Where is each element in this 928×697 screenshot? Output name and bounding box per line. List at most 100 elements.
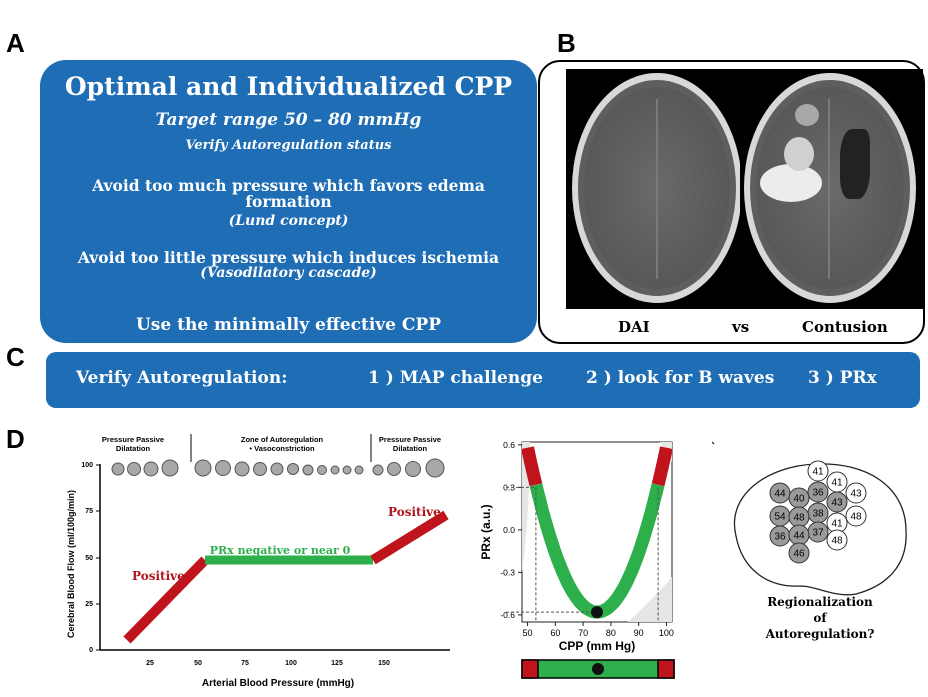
verify-autoregulation-bar: Verify Autoregulation: 1 ) MAP challenge… [46,352,920,408]
brain-region-value: 36 [774,532,786,543]
prx-curve-red-low [521,446,543,487]
prx-ytick-label: 0.6 [503,440,515,450]
brain-region-circle [826,529,848,551]
positive-high-label: Positive [388,505,441,519]
vessel-diameter-circles [111,458,445,478]
prx-ytick-label: 0.0 [503,525,515,535]
brain-region-value: 40 [793,494,805,505]
lund-concept: (Lund concept) [228,213,349,229]
prx-curve-red-high [651,446,673,487]
zone-right-line1: Pressure Passive [379,435,441,444]
brain-region-value: 48 [850,512,862,523]
prx-y-axis-label: PRx (a.u.) [479,504,493,559]
d1-ytick-25: 25 [85,601,93,608]
brain-region-value: 48 [793,513,805,524]
zone-mid-line2: • Vasoconstriction [249,444,315,453]
zone-right-line2: Dilatation [393,444,428,453]
prx-ytick-label: -0.3 [500,567,515,577]
method-prx: 3 ) PRx [808,368,877,388]
d1-xtick-100: 100 [285,660,297,667]
prx-ytick-label: -0.6 [500,610,515,620]
panel-a-title: Optimal and Individualized CPP [64,72,513,101]
prx-xtick-label: 60 [550,628,560,638]
d1-ytick-75: 75 [85,508,93,515]
prx-ytick-label: 0.3 [503,482,515,492]
d1-xtick-25: 25 [146,660,154,667]
d1-xtick-125: 125 [331,660,343,667]
brain-region-circle [807,481,829,503]
prx-xtick-label: 70 [578,628,588,638]
brain-region-value: 37 [812,528,824,539]
d1-ytick-50: 50 [85,555,93,562]
brain-region-value: 36 [812,488,824,499]
brain-region-value: 44 [793,531,805,542]
ct-scan-panel: DAI vs Contusion [538,60,925,344]
brain-region-circle [845,482,867,504]
panel-label-b: B [557,28,576,58]
d1-ytick-0: 0 [89,647,93,654]
d1-y-axis-label: Cerebral Blood Flow (ml/100g/min) [66,490,76,638]
ct-image-contusion [740,69,923,309]
brain-region-value: 46 [793,549,805,560]
ct-image-dai [566,69,749,309]
cpp-range-bar-high [657,659,675,679]
prx-cpp-chart: 50 60 70 80 90 100 0.6 0.3 0.0 -0.3 -0.6 CPP (mm H… [479,440,675,679]
avoid-much-text: Avoid too much pressure which favors ede… [92,176,485,211]
positive-low-label: Positive [132,569,185,583]
regional-caption-line3: Autoregulation? [765,627,875,641]
avoid-little-text: Avoid too little pressure which induces … [77,248,500,267]
brain-region-value: 38 [812,509,824,520]
method-map-challenge: 1 ) MAP challenge [368,368,543,388]
brain-region-value: 44 [774,489,786,500]
minimal-cpp: Use the minimally effective CPP [135,315,441,335]
brain-region-value: 54 [774,512,786,523]
brain-region-circle [826,491,848,513]
cpp-range-bar-low [521,659,539,679]
brain-region-circle [845,505,867,527]
plateau-label: PRx negative or near 0 [210,544,351,557]
prx-optimum-point [591,606,603,619]
prx-xtick-label: 90 [634,628,644,638]
brain-region-circle [807,460,829,482]
zone-mid-line1: Zone of Autoregulation [241,435,324,444]
prx-x-axis-label: CPP (mm Hg) [559,639,635,653]
target-range: Target range 50 – 80 mmHg [155,110,422,130]
brain-region-value: 41 [831,478,843,489]
brain-region-value: 43 [831,498,843,509]
brain-region-value: 48 [831,536,843,547]
positive-low-segment [123,556,209,644]
zone-left-line1: Pressure Passive [102,435,164,444]
prx-xtick-label: 50 [523,628,533,638]
d1-x-axis-label: Arterial Blood Pressure (mmHg) [202,678,354,689]
panel-label-c: C [6,342,25,372]
label-dai: DAI [618,318,650,336]
cpp-summary-box: Optimal and Individualized CPP Target ra… [40,60,537,343]
cpp-range-optimum-dot [592,663,604,675]
d1-xtick-75: 75 [241,660,249,667]
vasodilatory-cascade: (Vasodilatory cascade) [200,265,377,281]
verify-status: Verify Autoregulation status [185,138,392,153]
brain-region-value: 43 [850,489,862,500]
regional-autoregulation-diagram: 41 41 43 36 44 43 40 48 38 54 41 48 37 48 36 44 46 Regio… [711,441,907,641]
prx-xtick-label: 80 [606,628,616,638]
regional-caption-line1: Regionalization [767,595,873,609]
verify-label: Verify Autoregulation: [76,368,288,388]
panel-label-a: A [6,28,25,58]
brain-region-value: 41 [831,519,843,530]
brain-region-circle [788,542,810,564]
autoregulation-curve-diagram: Pressure Passive Dilatation Zone of Auto… [66,434,450,689]
panel-label-d: D [6,424,25,454]
prx-xtick-label: 100 [659,628,674,638]
positive-high-segment [370,510,449,565]
distribution-shading-bottom [628,577,672,622]
label-vs: vs [732,318,750,336]
zone-left-line2: Dilatation [116,444,151,453]
brain-region-value: 41 [812,467,824,478]
regional-caption-line2: of [813,611,827,625]
d1-ytick-100: 100 [81,462,93,469]
label-contusion: Contusion [802,318,888,336]
contusion-lesion [760,164,822,202]
method-b-waves: 2 ) look for B waves [586,368,775,388]
d1-xtick-150: 150 [378,660,390,667]
d1-xtick-50: 50 [194,660,202,667]
